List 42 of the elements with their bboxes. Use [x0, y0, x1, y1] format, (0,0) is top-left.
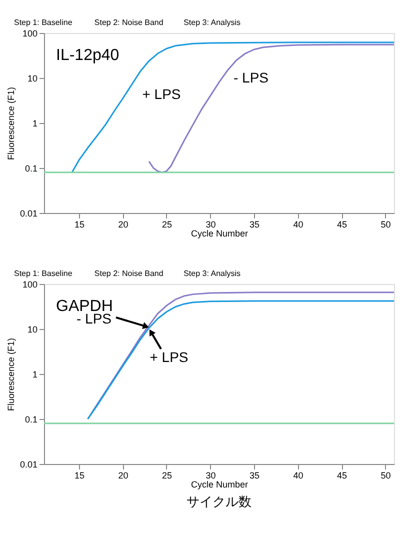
x-tick-label: 25 — [162, 220, 172, 230]
y-tick-label: 0.01 — [20, 208, 38, 218]
y-tick-label: 10 — [27, 324, 38, 334]
y-axis-title: Fluorescence (F1) — [6, 338, 16, 412]
x-tick-label: 30 — [206, 470, 216, 480]
text: Step 1: Baseline — [14, 18, 73, 27]
y-axis-title: Fluorescence (F1) — [6, 86, 16, 160]
x-tick-label: 35 — [249, 220, 260, 230]
y-tick-label: 100 — [22, 28, 38, 38]
series-label: + LPS — [150, 349, 188, 366]
x-tick-label: 35 — [249, 470, 260, 480]
series-label: - LPS — [233, 69, 269, 86]
x-tick-label: 30 — [206, 220, 216, 230]
series-label: + LPS — [142, 86, 181, 102]
text: Step 3: Analysis — [184, 18, 241, 27]
x-tick-label: 45 — [336, 220, 348, 230]
y-tick-label: 0.1 — [24, 414, 38, 424]
y-tick-label: 100 — [22, 280, 38, 290]
line-series — [148, 44, 394, 174]
text: IL-12p40 — [56, 47, 120, 64]
y-tick-label: 1 — [32, 370, 38, 380]
y-tick-label: 0.01 — [20, 460, 38, 470]
y-tick-label: 10 — [27, 74, 38, 84]
text: Step 2: Noise Band — [94, 18, 164, 27]
x-tick-label: 25 — [162, 470, 172, 480]
x-tick-label: 15 — [74, 220, 85, 230]
x-tick-label: 50 — [380, 470, 391, 480]
text: Step 3: Analysis — [184, 269, 241, 278]
text: Step 1: Baseline — [14, 269, 73, 278]
x-axis-title: Cycle Number — [190, 480, 248, 490]
x-tick-label: 15 — [74, 470, 85, 480]
y-tick-label: 0.1 — [24, 164, 38, 174]
x-tick-label: 45 — [336, 470, 348, 480]
x-tick-label: 20 — [118, 470, 128, 480]
x-tick-label: 40 — [293, 470, 304, 480]
text: サイクル数 — [186, 494, 252, 509]
x-tick-label: 50 — [380, 220, 391, 230]
text: Step 2: Noise Band — [94, 269, 164, 278]
x-axis-title: Cycle Number — [190, 228, 248, 238]
x-tick-label: 40 — [293, 220, 304, 230]
y-tick-label: 1 — [32, 118, 38, 128]
x-tick-label: 20 — [118, 220, 128, 230]
